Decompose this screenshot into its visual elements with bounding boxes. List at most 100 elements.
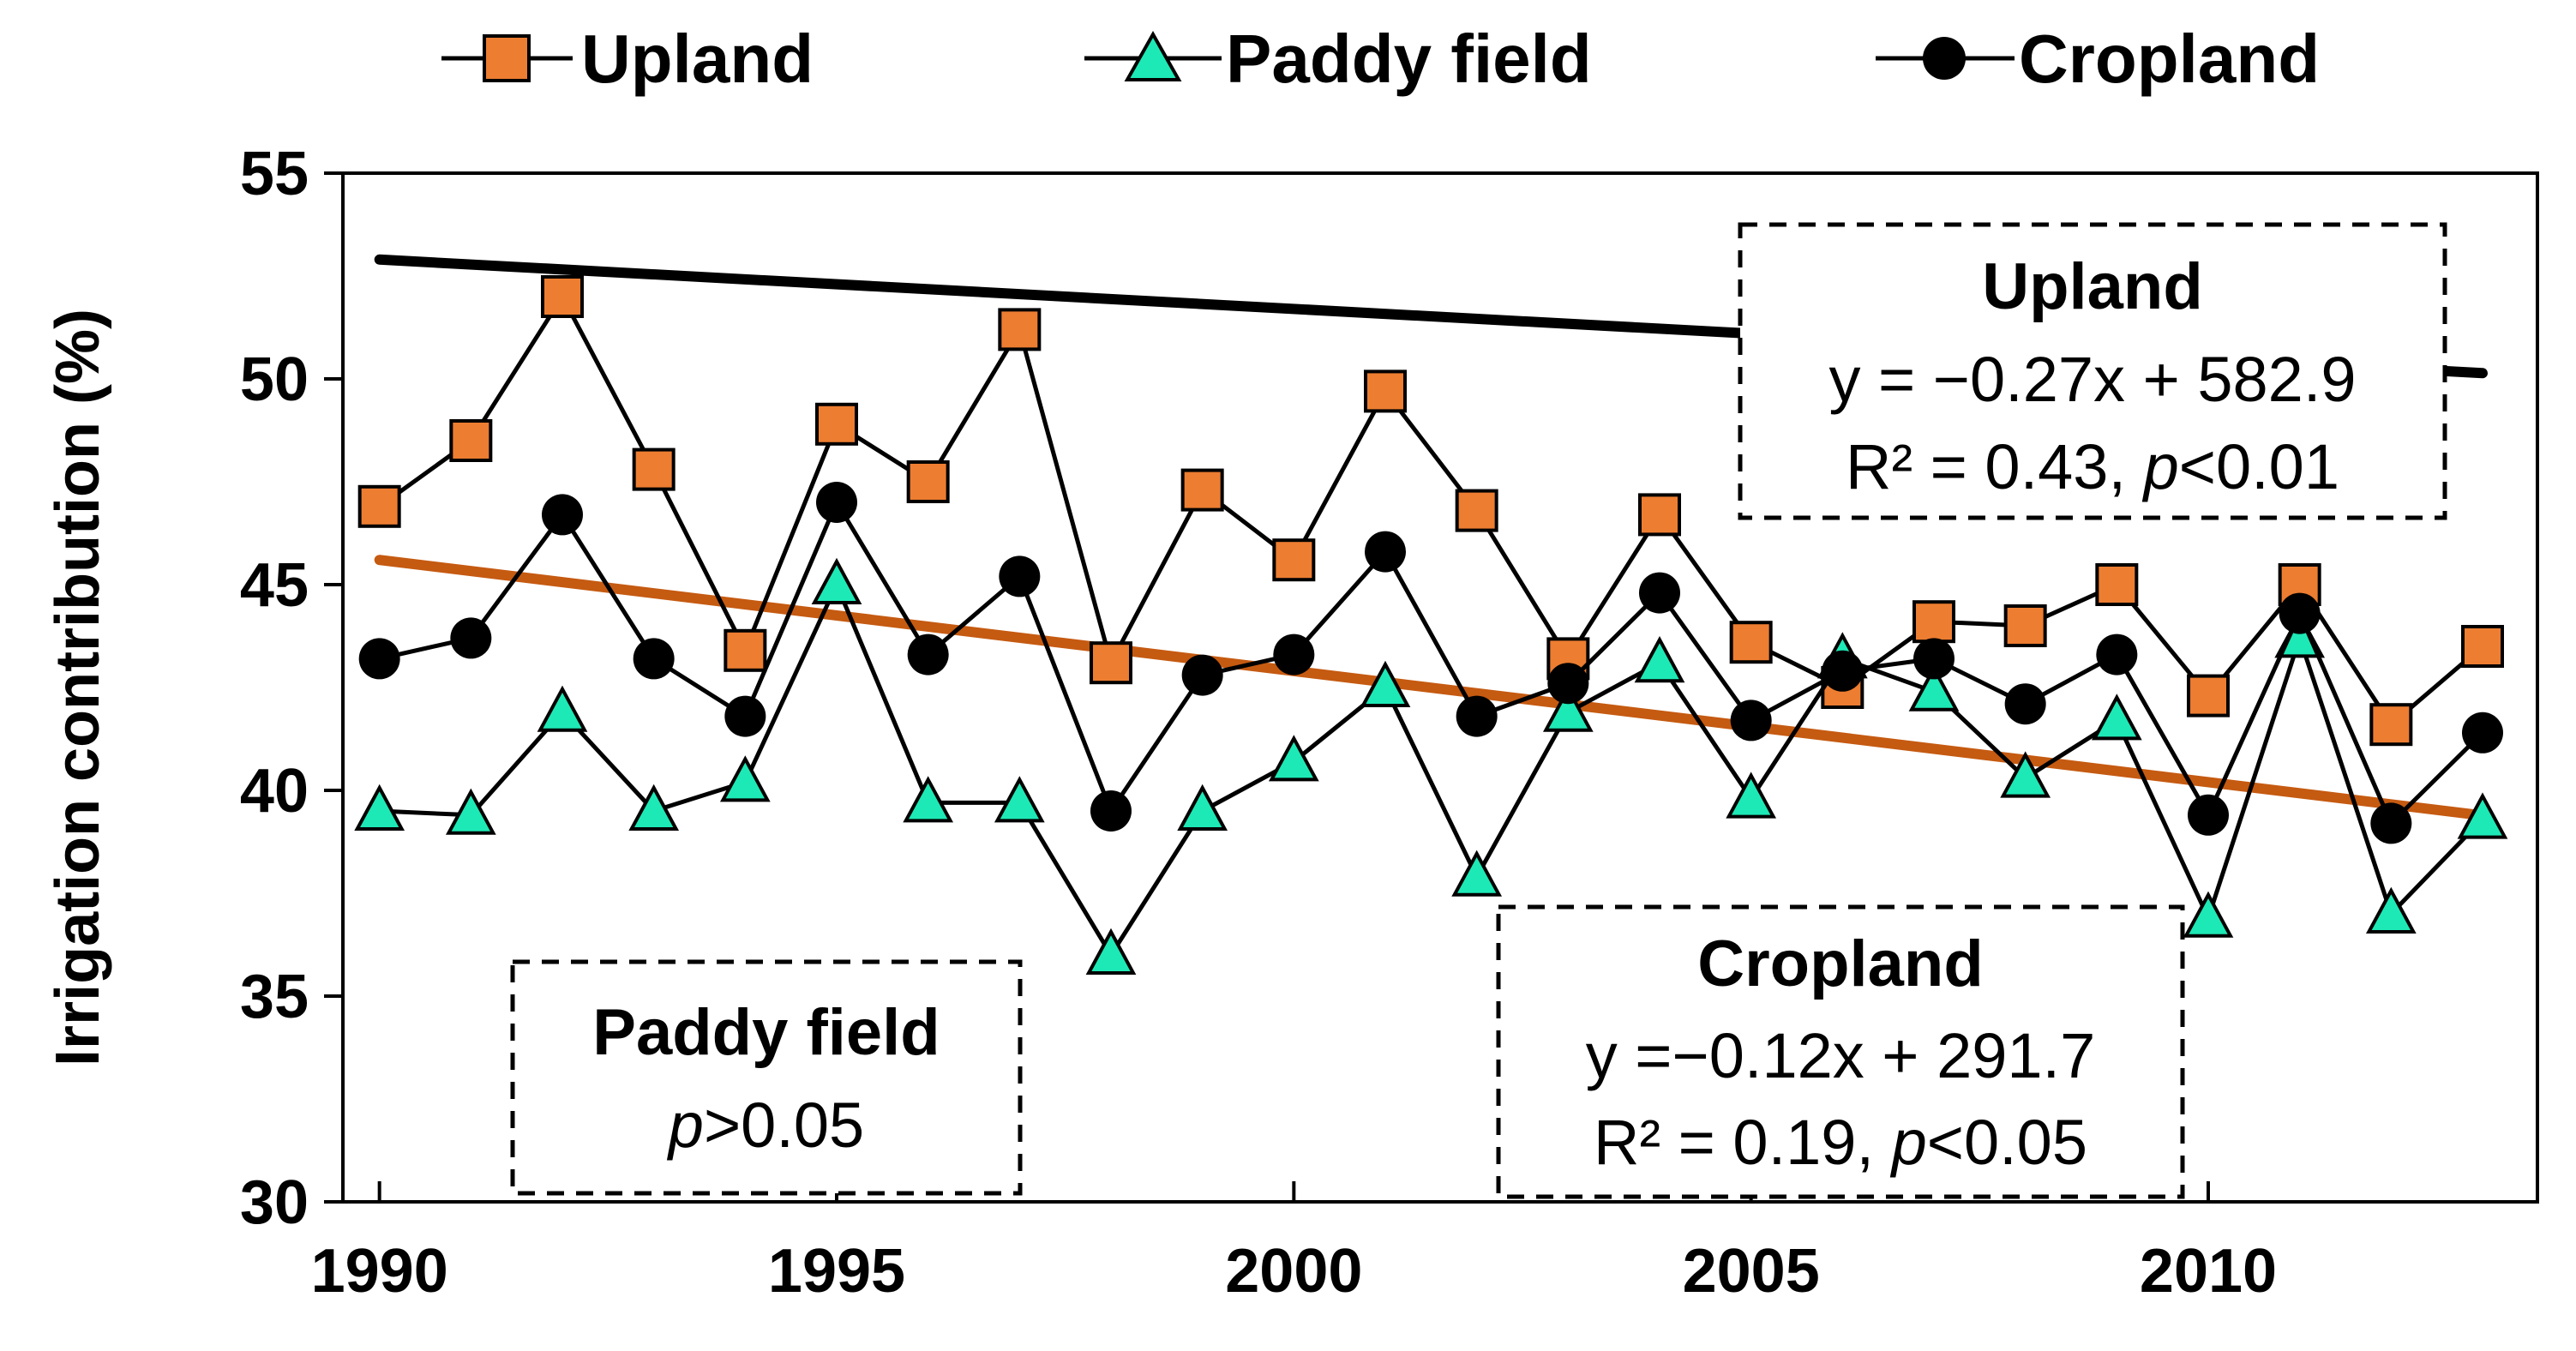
point-cropland-1999	[1181, 654, 1223, 696]
x-tick-label-2010: 2010	[2140, 1237, 2277, 1306]
upland-annotation-r2: R² = 0.43,	[1846, 431, 2144, 502]
point-paddy-field-1997	[994, 776, 1045, 823]
point-upland-1992	[541, 275, 584, 318]
upland-annotation-p-symbol: p	[2142, 431, 2179, 502]
upland-annotation-box: Upland y = −0.27x + 582.9 R² = 0.43, p<0…	[1738, 222, 2447, 520]
point-upland-1995	[815, 402, 858, 446]
point-paddy-field-2009	[2091, 694, 2142, 741]
legend-entry-paddy-field: Paddy field	[1084, 21, 1592, 97]
point-cropland-1993	[633, 638, 675, 680]
legend-label-upland: Upland	[581, 21, 814, 97]
paddy-annotation-title: Paddy field	[592, 996, 940, 1069]
legend-marker-cropland	[1923, 37, 1966, 80]
upland-annotation-equation: y = −0.27x + 582.9	[1828, 344, 2356, 415]
point-cropland-2008	[2004, 683, 2046, 725]
legend-label-cropland: Cropland	[2019, 21, 2320, 97]
cropland-annotation-title: Cropland	[1697, 928, 1984, 1000]
point-upland-2000	[1272, 538, 1316, 582]
point-cropland-2000	[1273, 633, 1315, 676]
point-paddy-field-1992	[537, 685, 588, 732]
point-paddy-field-2010	[2183, 891, 2234, 938]
point-upland-1993	[632, 447, 676, 491]
legend-marker-paddy-field	[1124, 30, 1182, 81]
y-tick-label-50: 50	[240, 345, 309, 414]
point-paddy-field-1996	[903, 776, 954, 823]
point-cropland-2004	[1639, 572, 1680, 614]
point-upland-1998	[1090, 641, 1132, 685]
point-paddy-field-1993	[628, 784, 680, 831]
point-upland-2005	[1729, 621, 1773, 664]
paddy-annotation-frame	[510, 959, 1023, 1196]
point-upland-2008	[2003, 604, 2047, 647]
point-paddy-field-2004	[1634, 636, 1685, 683]
upland-annotation-stats: R² = 0.43, p<0.01	[1846, 431, 2339, 502]
point-cropland-1998	[1090, 790, 1132, 832]
cropland-annotation-frame	[1496, 904, 2185, 1199]
point-cropland-2009	[2096, 633, 2138, 676]
point-paddy-field-2013	[2457, 792, 2508, 839]
legend-marker-upland	[483, 34, 531, 82]
point-cropland-1994	[724, 695, 766, 737]
y-tick-label-45: 45	[240, 551, 309, 620]
cropland-annotation-p-value: <0.05	[1927, 1107, 2087, 1178]
upland-annotation-p-value: <0.01	[2179, 431, 2339, 502]
point-cropland-1996	[907, 633, 949, 676]
legend-entry-upland: Upland	[441, 21, 814, 97]
point-paddy-field-1990	[354, 784, 405, 831]
point-upland-1991	[449, 419, 493, 462]
point-paddy-field-2002	[1451, 850, 1503, 897]
paddy-annotation-stats: p>0.05	[667, 1090, 864, 1161]
upland-annotation-title: Upland	[1982, 250, 2203, 323]
legend-label-paddy-field: Paddy field	[1226, 21, 1592, 97]
axis-ticks: 30 35 40 45 50 55 1990 1995 2000 2005 2010	[240, 140, 2277, 1306]
paddy-annotation-p-symbol: p	[667, 1090, 704, 1161]
point-upland-1994	[724, 628, 767, 672]
x-tick-label-1990: 1990	[311, 1237, 448, 1306]
paddy-annotation-box: Paddy field p>0.05	[510, 959, 1023, 1196]
point-upland-1990	[357, 484, 401, 528]
point-paddy-field-2007	[1908, 664, 1960, 712]
point-paddy-field-2005	[1726, 772, 1777, 819]
point-paddy-field-2001	[1360, 660, 1411, 707]
x-tick-label-2000: 2000	[1225, 1237, 1362, 1306]
point-upland-1999	[1180, 468, 1224, 512]
point-paddy-field-2008	[2000, 751, 2051, 798]
point-cropland-2005	[1730, 700, 1772, 742]
series-line-paddy-field	[379, 582, 2484, 958]
cropland-annotation-r2: R² = 0.19,	[1594, 1107, 1892, 1178]
y-tick-label-30: 30	[240, 1168, 309, 1237]
point-cropland-2013	[2462, 712, 2503, 754]
data-series	[354, 275, 2508, 975]
point-paddy-field-1999	[1177, 784, 1228, 831]
y-tick-label-40: 40	[240, 757, 309, 826]
paddy-annotation-p-value: >0.05	[704, 1090, 864, 1161]
upland-annotation-frame	[1738, 222, 2447, 520]
point-cropland-1991	[450, 617, 492, 659]
point-upland-2002	[1455, 489, 1498, 532]
point-paddy-field-2000	[1268, 735, 1319, 782]
point-cropland-2007	[1913, 638, 1955, 680]
point-cropland-1992	[542, 494, 583, 536]
point-cropland-1990	[358, 638, 400, 680]
series-cropland	[358, 482, 2503, 844]
point-upland-2012	[2369, 703, 2413, 747]
cropland-annotation-box: Cropland y =−0.12x + 291.7 R² = 0.19, p<…	[1496, 904, 2185, 1199]
series-paddy-field	[354, 557, 2508, 975]
point-paddy-field-2012	[2365, 886, 2417, 934]
trendline-upland	[374, 555, 2488, 821]
point-upland-1996	[906, 460, 950, 503]
legend: Upland Paddy field Cropland	[441, 21, 2320, 97]
point-upland-2010	[2187, 674, 2230, 718]
point-upland-2013	[2461, 625, 2504, 668]
y-tick-label-35: 35	[240, 963, 309, 1031]
y-axis-label: Irrigation contribution (%)	[44, 309, 112, 1066]
point-cropland-2012	[2370, 802, 2412, 844]
plot-area-frame	[341, 171, 2539, 1204]
point-cropland-2001	[1365, 531, 1406, 573]
point-paddy-field-1991	[445, 788, 496, 835]
point-cropland-2011	[2279, 592, 2321, 634]
point-upland-2007	[1912, 600, 1955, 644]
point-upland-2004	[1638, 493, 1681, 537]
point-cropland-1997	[999, 555, 1041, 597]
